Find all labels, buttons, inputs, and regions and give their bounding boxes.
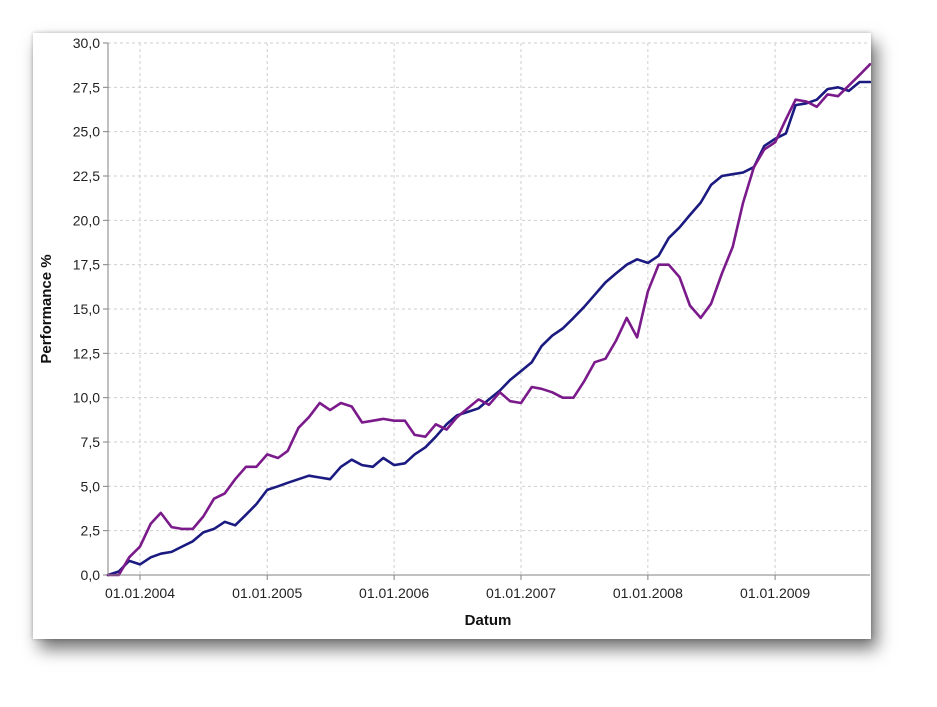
y-tick-label: 10,0 — [73, 390, 100, 406]
performance-line-chart: 0,0 2,5 5,0 7,5 10,0 12,5 15,0 17,5 20,0 22,5 25,0… — [38, 35, 871, 629]
series-line-2 — [106, 62, 871, 577]
y-axis-title: Performance % — [38, 254, 55, 363]
y-tick-label: 0,0 — [81, 567, 101, 583]
grid-lines — [103, 42, 870, 580]
y-tick-label: 15,0 — [73, 301, 100, 317]
x-axis-title: Datum — [465, 612, 512, 629]
chart-panel: 0,0 2,5 5,0 7,5 10,0 12,5 15,0 17,5 20,0 22,5 25,0… — [33, 33, 871, 639]
y-tick-label: 22,5 — [73, 168, 100, 184]
axes — [107, 43, 870, 576]
y-tick-label: 17,5 — [73, 257, 100, 273]
series-lines — [106, 62, 871, 577]
x-tick-label: 01.01.2004 — [105, 585, 175, 601]
x-tick-label: 01.01.2005 — [232, 585, 302, 601]
y-tick-label: 30,0 — [73, 35, 100, 51]
y-tick-label: 25,0 — [73, 124, 100, 140]
y-tick-label: 20,0 — [73, 212, 100, 228]
y-tick-label: 27,5 — [73, 79, 100, 95]
x-tick-label: 01.01.2006 — [359, 585, 429, 601]
y-tick-label: 7,5 — [81, 434, 101, 450]
series-line-1 — [106, 80, 871, 577]
x-tick-labels: 01.01.2004 01.01.2005 01.01.2006 01.01.2007… — [105, 585, 810, 601]
x-tick-label: 01.01.2009 — [740, 585, 810, 601]
y-tick-label: 5,0 — [81, 478, 101, 494]
y-tick-label: 2,5 — [81, 523, 101, 539]
x-tick-label: 01.01.2007 — [486, 585, 556, 601]
y-tick-label: 12,5 — [73, 345, 100, 361]
x-tick-label: 01.01.2008 — [613, 585, 683, 601]
y-tick-labels: 0,0 2,5 5,0 7,5 10,0 12,5 15,0 17,5 20,0 22,5 25,0… — [73, 35, 100, 583]
